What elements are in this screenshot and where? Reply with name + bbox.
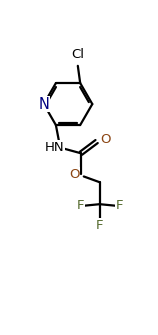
Text: HN: HN [45,140,64,153]
Text: O: O [100,133,111,146]
Text: F: F [116,199,123,212]
Text: F: F [96,219,103,232]
Text: Cl: Cl [71,49,84,61]
Text: O: O [69,168,80,181]
Text: N: N [38,96,49,112]
Text: F: F [76,199,84,212]
